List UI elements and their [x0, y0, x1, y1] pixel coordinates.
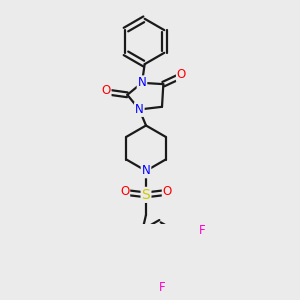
Text: N: N: [142, 164, 150, 177]
Text: O: O: [177, 68, 186, 81]
Text: N: N: [135, 103, 144, 116]
Text: S: S: [142, 188, 150, 202]
Text: F: F: [199, 224, 206, 237]
Text: O: O: [101, 83, 111, 97]
Text: O: O: [120, 185, 129, 198]
Text: O: O: [163, 185, 172, 198]
Text: N: N: [138, 76, 146, 89]
Text: F: F: [159, 281, 165, 295]
